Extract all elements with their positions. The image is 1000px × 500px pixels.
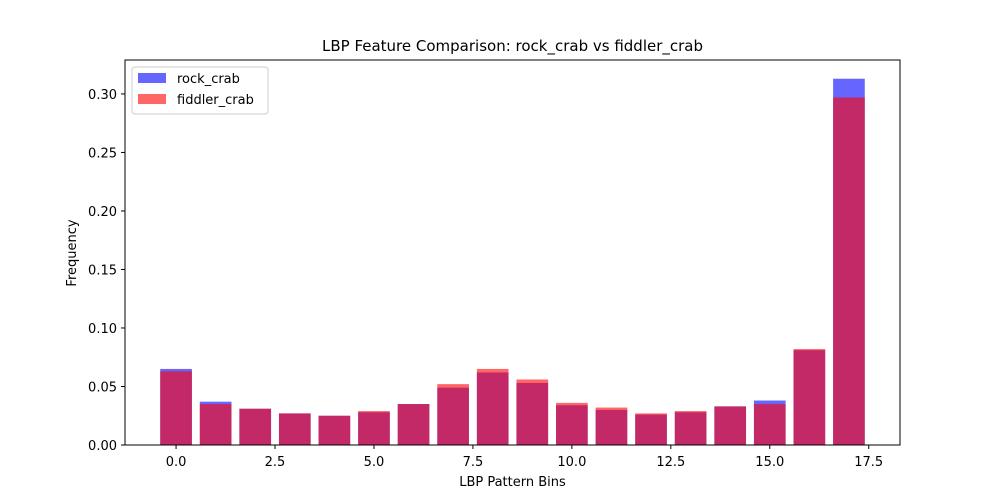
y-tick-label: 0.20 — [88, 205, 117, 220]
bar-fiddler-crab-9 — [516, 379, 549, 445]
x-tick-label: 2.5 — [265, 455, 286, 470]
y-tick-label: 0.05 — [88, 380, 117, 395]
x-tick-label: 10.0 — [557, 455, 586, 470]
y-tick-label: 0.10 — [88, 322, 117, 337]
bar-fiddler-crab-11 — [595, 407, 628, 445]
legend-label-fiddler-crab: fiddler_crab — [177, 93, 254, 108]
bars-group — [160, 78, 865, 446]
x-axis-title: LBP Pattern Bins — [459, 475, 566, 490]
plot-frame — [124, 59, 901, 446]
legend-swatch-rock-crab — [138, 73, 166, 83]
x-axis-ticks: 0.0 2.5 5.0 7.5 10.0 12.5 15.0 17.5 — [166, 445, 883, 470]
y-axis-title: Frequency — [65, 219, 80, 286]
y-tick-label: 0.00 — [88, 439, 117, 454]
y-tick-label: 0.15 — [88, 263, 117, 278]
x-tick-label: 7.5 — [463, 455, 484, 470]
bar-fiddler-crab-5 — [358, 411, 390, 445]
bar-fiddler-crab-2 — [239, 408, 272, 445]
bar-fiddler-crab-3 — [278, 413, 311, 445]
bar-fiddler-crab-0 — [160, 371, 192, 445]
bar-fiddler-crab-12 — [635, 413, 667, 445]
x-tick-label: 5.0 — [364, 455, 385, 470]
bar-fiddler-crab-8 — [476, 368, 509, 445]
x-tick-label: 12.5 — [656, 455, 685, 470]
bar-fiddler-crab-7 — [437, 384, 469, 445]
chart-title: LBP Feature Comparison: rock_crab vs fid… — [322, 37, 703, 56]
x-tick-label: 15.0 — [755, 455, 784, 470]
bar-fiddler-crab-6 — [397, 404, 430, 445]
bar-fiddler-crab-1 — [199, 404, 232, 445]
bar-fiddler-crab-4 — [318, 415, 351, 445]
x-tick-label: 0.0 — [166, 455, 187, 470]
bar-fiddler-crab-15 — [753, 404, 786, 445]
x-tick-label: 17.5 — [854, 455, 883, 470]
bar-fiddler-crab-17 — [833, 97, 865, 445]
bar-fiddler-crab-16 — [793, 349, 826, 445]
bar-fiddler-crab-10 — [556, 402, 588, 445]
legend-label-rock-crab: rock_crab — [177, 72, 240, 87]
y-tick-label: 0.25 — [88, 146, 117, 161]
y-axis-ticks: 0.00 0.05 0.10 0.15 0.20 0.25 0.30 — [88, 88, 125, 454]
bar-fiddler-crab-13 — [674, 411, 707, 445]
bar-fiddler-crab-14 — [714, 406, 747, 445]
legend-swatch-fiddler-crab — [138, 94, 166, 104]
y-tick-label: 0.30 — [88, 88, 117, 103]
legend: rock_crab fiddler_crab — [131, 66, 269, 115]
